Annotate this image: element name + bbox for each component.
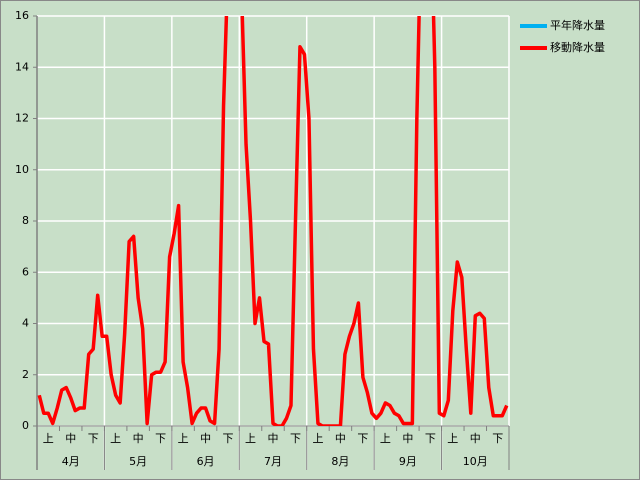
x-tick-label: 上 xyxy=(312,432,323,445)
y-tick-label: 6 xyxy=(22,265,29,278)
month-label: 9月 xyxy=(399,455,417,468)
y-tick-label: 0 xyxy=(22,419,29,432)
x-tick-label: 中 xyxy=(470,432,481,445)
y-tick-label: 10 xyxy=(15,163,29,176)
x-tick-label: 中 xyxy=(268,432,279,445)
x-tick-label: 下 xyxy=(425,432,436,445)
x-tick-label: 下 xyxy=(492,432,503,445)
month-label: 6月 xyxy=(197,455,215,468)
x-tick-label: 下 xyxy=(290,432,301,445)
x-tick-label: 中 xyxy=(65,432,76,445)
x-tick-label: 下 xyxy=(223,432,234,445)
month-label: 4月 xyxy=(62,455,80,468)
x-tick-label: 上 xyxy=(178,432,189,445)
y-tick-label: 8 xyxy=(22,214,29,227)
x-tick-label: 中 xyxy=(402,432,413,445)
x-tick-label: 上 xyxy=(245,432,256,445)
x-tick-label: 下 xyxy=(357,432,368,445)
month-label: 7月 xyxy=(264,455,282,468)
x-tick-label: 下 xyxy=(88,432,99,445)
month-label: 10月 xyxy=(463,455,488,468)
x-tick-label: 上 xyxy=(380,432,391,445)
x-tick-label: 中 xyxy=(133,432,144,445)
y-tick-label: 2 xyxy=(22,368,29,381)
y-tick-label: 12 xyxy=(15,112,29,125)
x-tick-label: 上 xyxy=(110,432,121,445)
x-tick-label: 中 xyxy=(335,432,346,445)
month-label: 8月 xyxy=(331,455,349,468)
series-line xyxy=(37,16,509,426)
y-tick-label: 14 xyxy=(15,60,29,73)
x-tick-label: 中 xyxy=(200,432,211,445)
legend-label: 移動降水量 xyxy=(550,40,605,54)
x-tick-label: 上 xyxy=(447,432,458,445)
y-tick-label: 4 xyxy=(22,317,29,330)
x-tick-label: 下 xyxy=(155,432,166,445)
legend-label: 平年降水量 xyxy=(550,18,605,32)
x-tick-label: 上 xyxy=(43,432,54,445)
y-tick-label: 16 xyxy=(15,9,29,22)
month-label: 5月 xyxy=(129,455,147,468)
